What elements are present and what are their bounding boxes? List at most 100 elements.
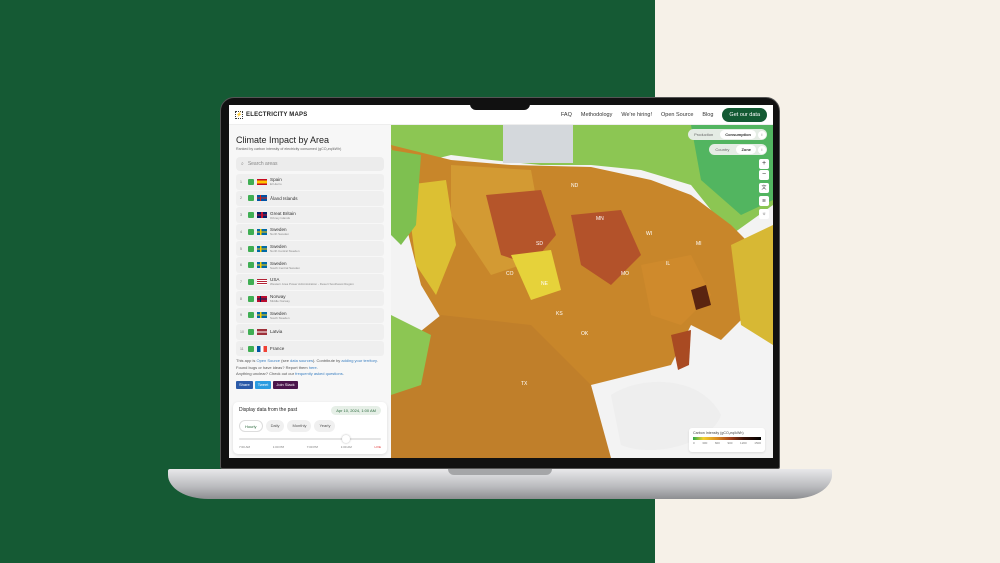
list-item[interactable]: 11 France — [236, 340, 384, 357]
intensity-swatch — [248, 345, 254, 352]
legend-tick: 0 — [693, 441, 695, 445]
rank: 10 — [240, 329, 244, 334]
time-tick: LIVE — [374, 445, 381, 449]
search-placeholder: Search areas — [247, 161, 278, 167]
rank: 1 — [240, 179, 242, 184]
get-our-data-button[interactable]: Get our data — [722, 107, 767, 122]
list-item[interactable]: 1 Spain El Hierro — [236, 174, 384, 190]
logo[interactable]: ⚡ ELECTRICITY MAPS — [235, 110, 308, 119]
language-icon[interactable]: 文 — [759, 183, 769, 193]
tab-daily[interactable]: Daily — [265, 420, 285, 432]
list-item[interactable]: 5 Sweden North Central Sweden — [236, 240, 384, 257]
info-icon[interactable]: i — [758, 145, 766, 154]
rank: 4 — [240, 229, 242, 234]
flag-icon — [257, 178, 267, 185]
consumption-option[interactable]: Consumption — [720, 130, 756, 139]
zoom-in-button[interactable]: + — [759, 159, 769, 169]
nav-link[interactable]: FAQ — [560, 111, 572, 118]
area-name: Latvia — [270, 329, 283, 335]
zone-name: North Sweden — [270, 232, 290, 237]
rank: 3 — [240, 213, 242, 218]
time-panel: Display data from the past Apr 10, 2024,… — [233, 402, 387, 454]
nav-link[interactable]: We're hiring! — [621, 111, 652, 118]
list-item[interactable]: 9 Sweden South Sweden — [236, 307, 384, 323]
map[interactable]: ND SD MN WI MI NE KS MO IL CO TX OK Production Consu… — [391, 125, 773, 458]
nav-link[interactable]: Open Source — [660, 111, 694, 118]
add-territory-link[interactable]: adding your territory — [341, 358, 377, 364]
page-title: Climate Impact by Area — [236, 135, 330, 145]
time-tick: 1:00 AM — [340, 445, 352, 449]
date-badge[interactable]: Apr 10, 2024, 1:00 AM — [331, 406, 381, 415]
open-source-link[interactable]: Open Source — [256, 358, 281, 364]
share-button[interactable]: Share — [236, 380, 253, 389]
zone-name: South Sweden — [270, 315, 290, 320]
solar-layer-icon[interactable]: ☼ — [759, 209, 769, 219]
intensity-swatch — [248, 278, 254, 285]
tab-yearly[interactable]: Yearly — [314, 420, 336, 432]
info-text: This app is Open Source (see data source… — [236, 358, 378, 377]
info-icon[interactable]: i — [758, 130, 766, 139]
intensity-swatch — [248, 245, 254, 252]
list-item[interactable]: 8 Norway Middle Norway — [236, 290, 384, 307]
map-canvas[interactable]: ND SD MN WI MI NE KS MO IL CO TX OK — [391, 125, 773, 458]
list-item[interactable]: 2 Åland Islands — [236, 190, 384, 207]
flag-icon — [257, 312, 267, 319]
legend-title: Carbon Intensity (gCO₂eq/kWh) — [693, 431, 744, 435]
rank: 9 — [240, 313, 242, 318]
flag-icon — [257, 328, 267, 335]
zone-option[interactable]: Zone — [736, 145, 756, 154]
search-icon: ⌕ — [241, 161, 244, 167]
time-tick: 7:00 PM — [306, 445, 318, 449]
rank: 5 — [240, 246, 242, 251]
list-item[interactable]: 3 Great Britain Orkney Islands — [236, 207, 384, 223]
nav-link[interactable]: Methodology — [580, 111, 613, 118]
wind-layer-icon[interactable]: ≋ — [759, 196, 769, 206]
time-ticks: 7:00 AM 1:00 PM 7:00 PM 1:00 AM LIVE — [239, 445, 381, 449]
zone-name: Middle Norway — [270, 299, 290, 304]
area-name: Sweden — [270, 310, 287, 316]
state-label: NE — [541, 281, 549, 287]
legend-ticks: 0 300 600 900 1200 1500 — [693, 441, 761, 445]
intensity-swatch — [248, 328, 254, 335]
state-label: ND — [571, 183, 579, 189]
legend-tick: 1200 — [740, 441, 747, 445]
flag-icon — [257, 345, 267, 352]
report-link[interactable]: here — [308, 364, 317, 370]
logo-text: ELECTRICITY MAPS — [246, 111, 308, 118]
data-sources-link[interactable]: data sources — [290, 358, 313, 364]
faq-link[interactable]: frequently asked questions — [295, 371, 343, 377]
sidebar: Climate Impact by Area Ranked by carbon … — [229, 125, 391, 458]
state-label: KS — [556, 311, 563, 317]
time-tick: 7:00 AM — [239, 445, 251, 449]
tab-hourly[interactable]: Hourly — [239, 420, 263, 432]
list-item[interactable]: 4 Sweden North Sweden — [236, 224, 384, 240]
flag-icon — [257, 278, 267, 285]
slider-handle[interactable] — [342, 435, 350, 443]
zoom-out-button[interactable]: − — [759, 170, 769, 180]
search-input[interactable]: ⌕ Search areas — [236, 157, 384, 171]
nav-link[interactable]: Blog — [702, 111, 714, 118]
intensity-swatch — [248, 178, 254, 185]
time-slider[interactable] — [239, 435, 381, 443]
rank: 2 — [240, 196, 242, 201]
state-label: TX — [521, 381, 528, 387]
nav-links: FAQ Methodology We're hiring! Open Source Bl… — [560, 107, 767, 122]
flag-icon — [257, 245, 267, 252]
tweet-button[interactable]: Tweet — [254, 380, 272, 389]
production-option[interactable]: Production — [694, 132, 714, 137]
zone-name: South Central Sweden — [270, 265, 301, 270]
rank: 7 — [240, 279, 242, 284]
flag-icon — [257, 212, 267, 219]
legend-gradient — [693, 437, 761, 440]
list-item[interactable]: 7 USA Western Area Power Administration - … — [236, 274, 384, 290]
map-legend: Carbon Intensity (gCO₂eq/kWh) 0 300 600 900… — [689, 428, 765, 452]
time-tick: 1:00 PM — [272, 445, 284, 449]
area-name: France — [270, 346, 285, 352]
country-option[interactable]: Country — [715, 147, 730, 152]
state-label: MN — [596, 216, 604, 222]
join-slack-button[interactable]: Join Slack — [273, 380, 298, 389]
tab-monthly[interactable]: Monthly — [287, 420, 312, 432]
intensity-swatch — [248, 228, 254, 235]
list-item[interactable]: 6 Sweden South Central Sweden — [236, 257, 384, 273]
list-item[interactable]: 10 Latvia — [236, 324, 384, 340]
